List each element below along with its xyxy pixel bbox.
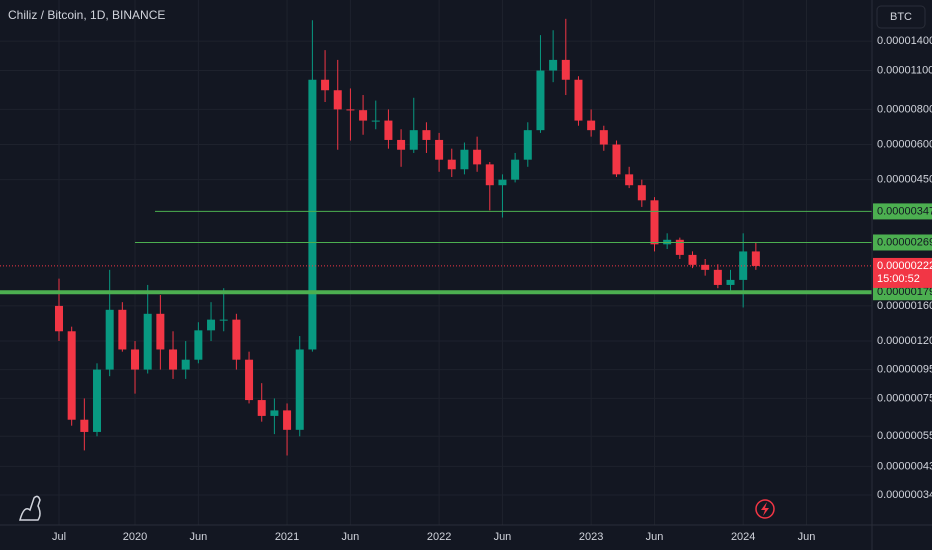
chart-title: Chiliz / Bitcoin, 1D, BINANCE bbox=[8, 8, 165, 22]
candle-body bbox=[219, 319, 228, 321]
candle-body bbox=[105, 309, 114, 370]
candle-body bbox=[701, 264, 710, 270]
candle-body bbox=[726, 279, 735, 285]
x-tick-label: Jun bbox=[494, 531, 512, 543]
candle-body bbox=[713, 269, 722, 285]
candle-body bbox=[346, 109, 355, 111]
price-label-box bbox=[873, 257, 932, 288]
lightning-icon[interactable] bbox=[755, 499, 775, 519]
y-tick-label: 0.00001100 bbox=[877, 64, 932, 76]
candle-body bbox=[156, 313, 165, 350]
y-tick-label: 0.00000043 bbox=[877, 460, 932, 472]
candle-body bbox=[397, 139, 406, 150]
candle-body bbox=[295, 349, 304, 430]
x-tick-label: 2021 bbox=[275, 531, 299, 543]
x-tick-label: 2024 bbox=[731, 531, 755, 543]
candle-body bbox=[549, 59, 558, 71]
candle-body bbox=[688, 254, 697, 265]
candle-body bbox=[485, 164, 494, 186]
y-tick-label: 0.00000600 bbox=[877, 138, 932, 150]
candle-body bbox=[118, 309, 127, 350]
candle-body bbox=[93, 369, 102, 432]
y-tick-label: 0.00000095 bbox=[877, 363, 932, 375]
candle-body bbox=[587, 120, 596, 131]
candle-body bbox=[384, 120, 393, 140]
candle-body bbox=[498, 179, 507, 186]
price-label: 0.00000347 bbox=[877, 205, 932, 217]
candle-body bbox=[270, 410, 279, 416]
candle-body bbox=[574, 79, 583, 121]
y-tick-label: 0.00000160 bbox=[877, 300, 932, 312]
candle-body bbox=[523, 130, 532, 160]
price-label-box bbox=[873, 284, 932, 301]
candle-body bbox=[333, 90, 342, 110]
countdown-label: 15:00:52 bbox=[877, 273, 920, 285]
x-tick-label: Jun bbox=[798, 531, 816, 543]
candle-body bbox=[473, 149, 482, 165]
candle-body bbox=[511, 159, 520, 180]
candle-body bbox=[232, 319, 241, 360]
candle-body bbox=[359, 110, 368, 121]
y-tick-label: 0.00000034 bbox=[877, 489, 932, 501]
y-tick-label: 0.00000055 bbox=[877, 430, 932, 442]
candle-body bbox=[245, 359, 254, 401]
candle-body bbox=[409, 130, 418, 150]
price-label-box bbox=[873, 234, 932, 251]
candle-body bbox=[257, 400, 266, 416]
x-tick-label: Jun bbox=[342, 531, 360, 543]
candle-body bbox=[460, 149, 469, 170]
candle-body bbox=[283, 410, 292, 430]
currency-button[interactable] bbox=[876, 5, 926, 29]
candle-body bbox=[536, 70, 545, 131]
y-tick-label: 0.00000800 bbox=[877, 103, 932, 115]
price-label-box bbox=[873, 203, 932, 220]
candle-body bbox=[80, 419, 89, 432]
x-tick-label: Jun bbox=[189, 531, 207, 543]
candle-body bbox=[422, 130, 431, 140]
candle-body bbox=[143, 313, 152, 370]
x-tick-label: 2023 bbox=[579, 531, 603, 543]
y-tick-label: 0.00000120 bbox=[877, 335, 932, 347]
price-label: 0.00000269 bbox=[877, 236, 932, 248]
x-tick-label: 2020 bbox=[123, 531, 147, 543]
y-tick-label: 0.00001400 bbox=[877, 35, 932, 47]
candle-body bbox=[561, 59, 570, 80]
candle-body bbox=[447, 159, 456, 170]
candle-body bbox=[625, 174, 634, 186]
candle-body bbox=[321, 79, 330, 91]
candle-body bbox=[637, 185, 646, 201]
candle-body bbox=[650, 200, 659, 245]
candle-body bbox=[55, 305, 63, 332]
x-tick-label: Jun bbox=[646, 531, 664, 543]
currency-label[interactable]: BTC bbox=[890, 11, 912, 23]
candle-body bbox=[371, 120, 380, 122]
candle-body bbox=[131, 349, 140, 370]
candle-body bbox=[435, 139, 444, 160]
logo[interactable] bbox=[19, 495, 41, 521]
candle-body bbox=[612, 144, 621, 175]
x-tick-label: 2022 bbox=[427, 531, 451, 543]
price-label: 0.00000179 bbox=[877, 286, 932, 298]
candle-body bbox=[739, 251, 748, 280]
price-label: 0.00000222 bbox=[877, 260, 932, 272]
candle-body bbox=[181, 359, 190, 370]
candle-body bbox=[751, 251, 760, 266]
candle-body bbox=[169, 349, 178, 370]
candle-body bbox=[675, 239, 684, 255]
candle-body bbox=[308, 79, 317, 350]
candle-body bbox=[207, 319, 216, 331]
candle-body bbox=[599, 130, 608, 145]
candle-body bbox=[194, 330, 203, 360]
y-tick-label: 0.00000450 bbox=[877, 174, 932, 186]
x-tick-label: Jul bbox=[52, 531, 66, 543]
candle-body bbox=[67, 331, 76, 420]
y-tick-label: 0.00000075 bbox=[877, 392, 932, 404]
